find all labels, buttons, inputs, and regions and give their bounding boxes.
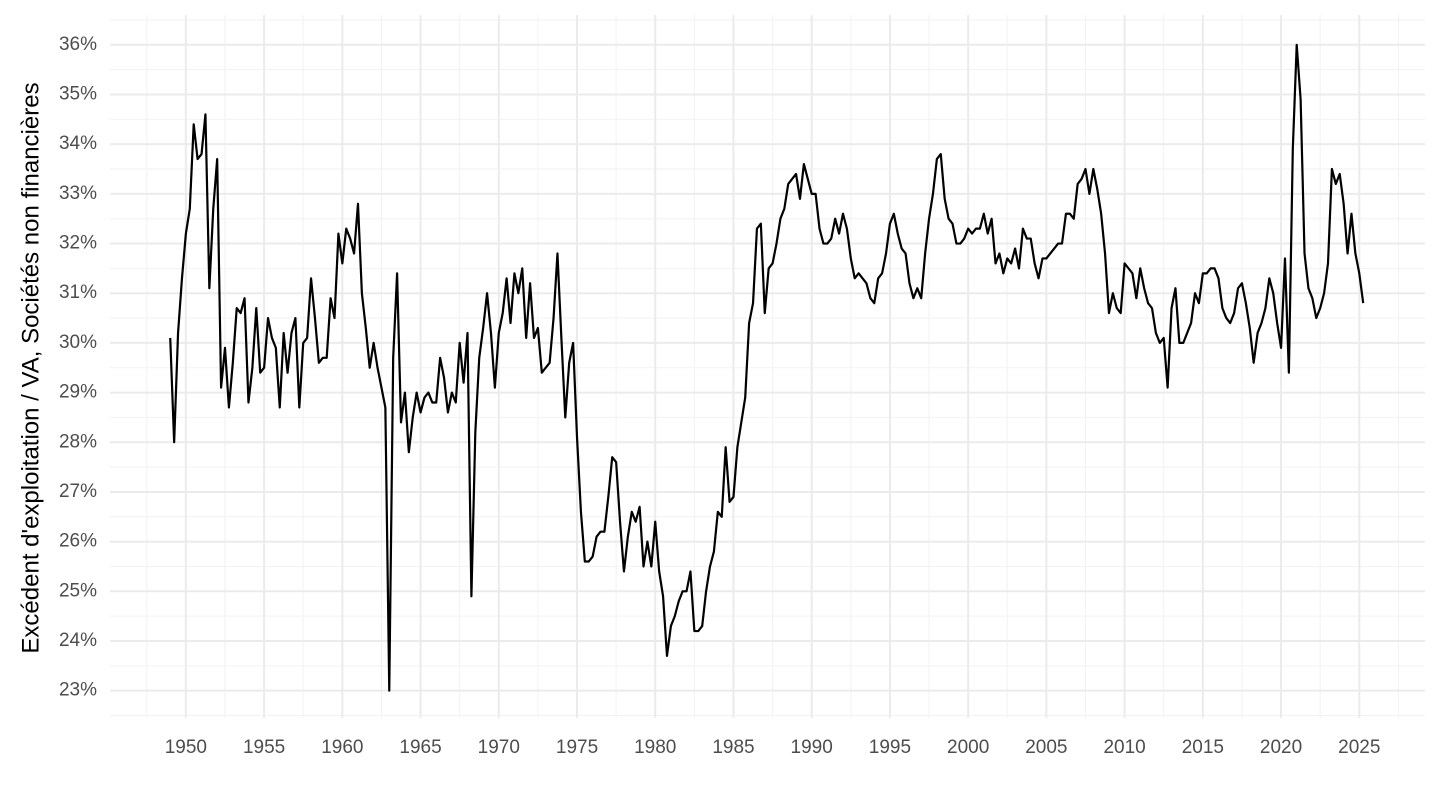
x-tick-label: 2000 [947,737,989,758]
y-tick-label: 30% [59,332,97,353]
grid [110,15,1425,718]
y-tick-label: 29% [59,382,97,403]
y-tick-label: 35% [59,84,97,105]
y-tick-label: 36% [59,34,97,55]
x-tick-label: 1990 [791,737,833,758]
x-tick-label: 1980 [634,737,676,758]
y-tick-label: 24% [59,630,97,651]
y-tick-label: 31% [59,282,97,303]
x-tick-label: 1975 [556,737,598,758]
y-tick-label: 23% [59,680,97,701]
y-tick-label: 34% [59,133,97,154]
y-tick-label: 26% [59,531,97,552]
x-tick-label: 1955 [243,737,285,758]
x-tick-label: 2010 [1103,737,1145,758]
x-tick-label: 2020 [1260,737,1302,758]
x-tick-label: 1970 [478,737,520,758]
x-tick-label: 2025 [1338,737,1380,758]
y-tick-label: 28% [59,431,97,452]
y-tick-label: 25% [59,580,97,601]
y-tick-label: 32% [59,233,97,254]
y-tick-label: 33% [59,183,97,204]
x-tick-label: 1985 [712,737,754,758]
x-tick-label: 1965 [399,737,441,758]
line [169,43,1365,692]
x-tick-label: 1995 [869,737,911,758]
y-tick-label: 27% [59,481,97,502]
x-tick-label: 1960 [321,737,363,758]
x-tick-label: 1950 [165,737,207,758]
x-tick-label: 2015 [1182,737,1224,758]
x-tick-label: 2005 [1025,737,1067,758]
y-axis-title: Excédent d'exploitation / VA, Sociétés n… [17,82,44,653]
